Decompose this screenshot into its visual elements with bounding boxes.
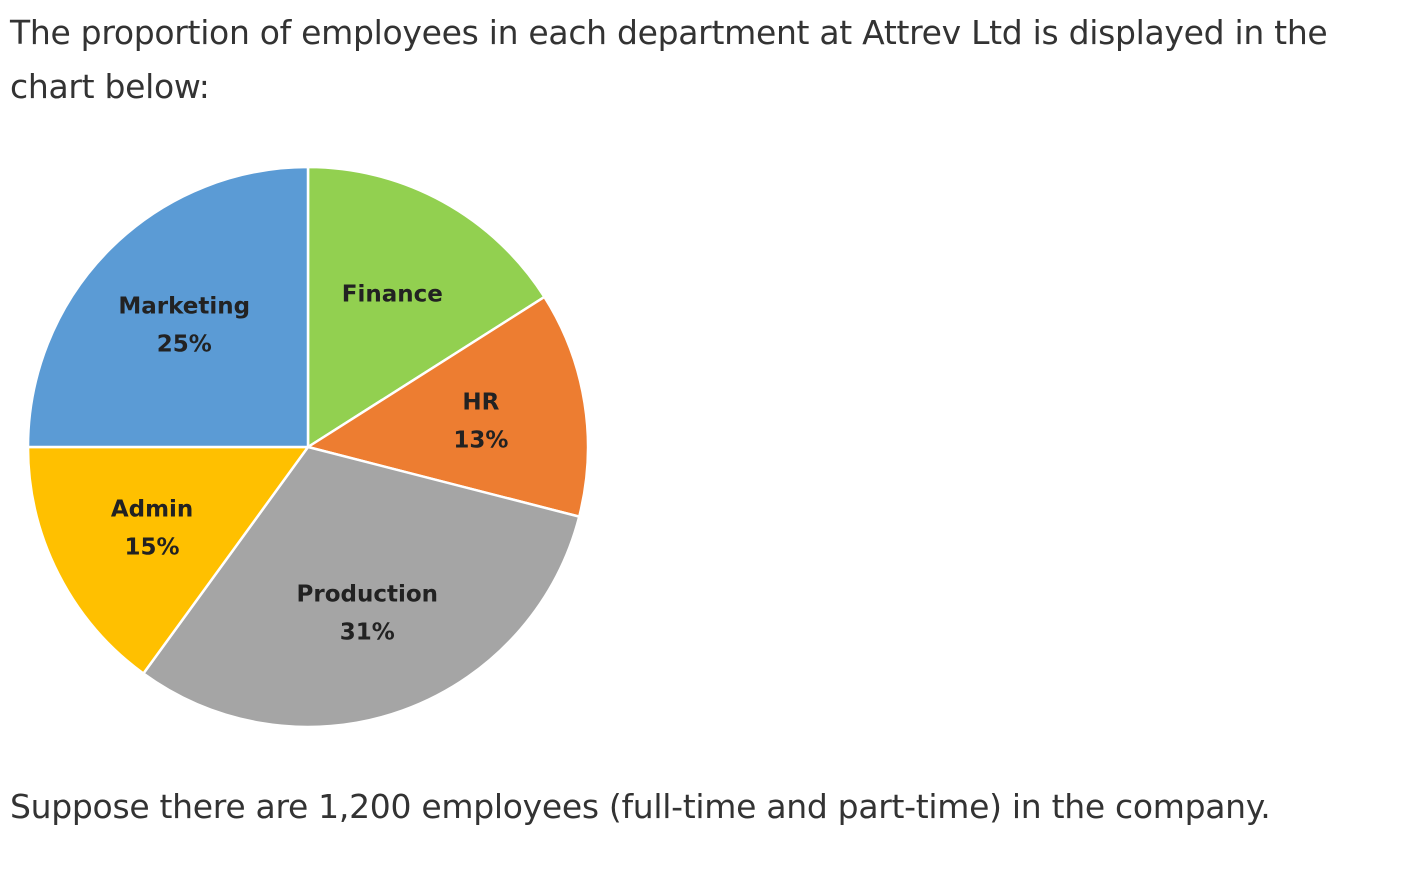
pie-slice-hr: [306, 295, 590, 518]
slice-label-admin: Admin: [111, 496, 194, 522]
slice-value-hr: 13%: [453, 428, 508, 454]
slice-value-production: 31%: [340, 620, 395, 646]
pie-chart-svg: Finance HR 13% Production 31% Admin 15% Marketi…: [26, 165, 590, 729]
intro-text: The proportion of employees in each depa…: [10, 13, 1328, 106]
footnote-text: Suppose there are 1,200 employees (full-…: [10, 787, 1271, 826]
slice-label-marketing: Marketing: [118, 293, 250, 319]
slice-value-marketing: 25%: [157, 331, 212, 357]
pie-chart: Finance HR 13% Production 31% Admin 15% Marketi…: [0, 150, 620, 750]
slice-value-admin: 15%: [125, 534, 180, 560]
pie-slice-admin: [26, 445, 310, 675]
pie-slice-finance: [306, 165, 546, 449]
slice-label-production: Production: [297, 582, 439, 608]
pie-slice-marketing: [26, 165, 310, 449]
slice-label-hr: HR: [462, 390, 499, 416]
slice-label-finance: Finance: [342, 282, 443, 308]
pie-slice-production: [142, 445, 581, 729]
